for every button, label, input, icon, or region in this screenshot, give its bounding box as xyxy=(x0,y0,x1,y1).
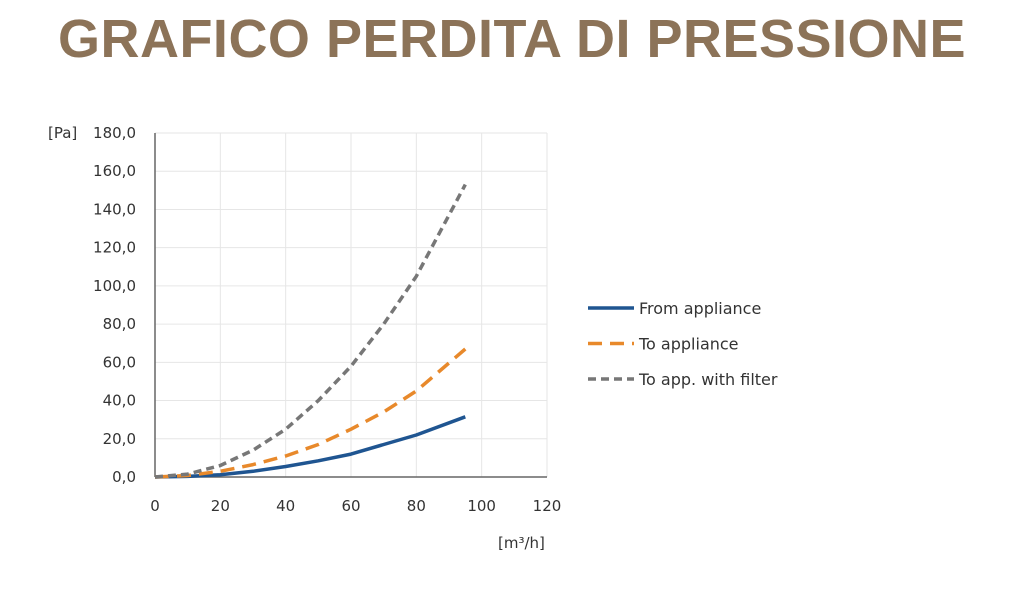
y-tick-label: 100,0 xyxy=(93,277,136,295)
x-tick-label: 100 xyxy=(467,497,496,515)
x-tick-label: 60 xyxy=(341,497,360,515)
y-tick-label: 40,0 xyxy=(103,392,136,410)
y-tick-label: 60,0 xyxy=(103,353,136,371)
y-tick-label: 20,0 xyxy=(103,430,136,448)
y-tick-label: 0,0 xyxy=(112,468,136,486)
y-tick-label: 160,0 xyxy=(93,162,136,180)
page-title: GRAFICO PERDITA DI PRESSIONE xyxy=(57,9,967,69)
series-line-0 xyxy=(154,415,466,479)
legend-label: To appliance xyxy=(638,335,739,354)
legend-label: To app. with filter xyxy=(638,370,778,389)
series-line-2 xyxy=(154,183,467,479)
y-tick-label: 140,0 xyxy=(93,200,136,218)
x-axis-label: [m³/h] xyxy=(498,534,545,552)
y-tick-label: 80,0 xyxy=(103,315,136,333)
x-tick-label: 20 xyxy=(211,497,230,515)
y-tick-label: 180,0 xyxy=(93,124,136,142)
x-tick-label: 0 xyxy=(150,497,160,515)
x-tick-label: 120 xyxy=(533,497,562,515)
y-axis-label: [Pa] xyxy=(48,124,77,142)
y-tick-label: 120,0 xyxy=(93,239,136,257)
x-tick-label: 40 xyxy=(276,497,295,515)
x-tick-label: 80 xyxy=(407,497,426,515)
legend-label: From appliance xyxy=(639,299,761,318)
series-line-1 xyxy=(154,347,467,479)
